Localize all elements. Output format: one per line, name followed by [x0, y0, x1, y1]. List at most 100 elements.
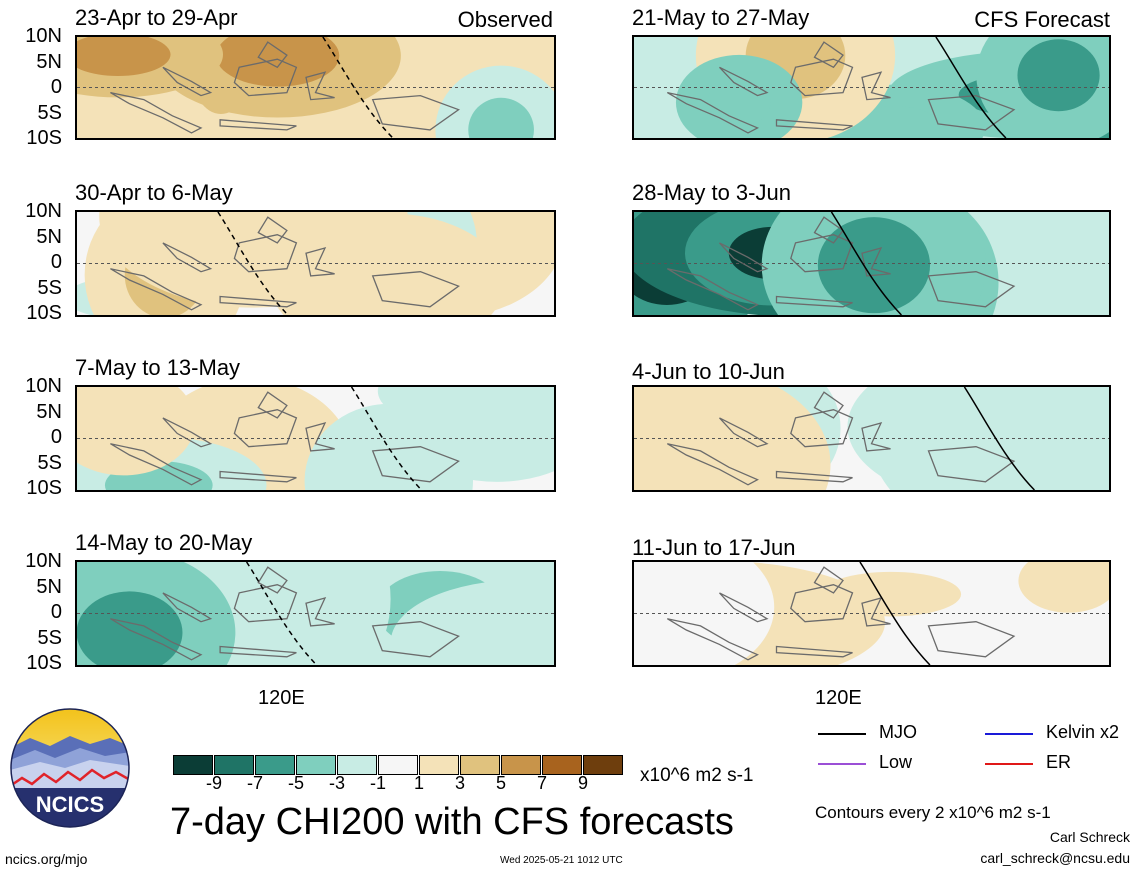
colorbar-tick: 5: [495, 773, 506, 793]
colorbar-tick: -1: [369, 773, 386, 793]
coastline: [861, 71, 891, 101]
map-panel-4: [75, 560, 556, 667]
coastline: [305, 247, 335, 277]
ytick-label: 0: [50, 426, 62, 448]
anomaly-core: [176, 212, 331, 262]
colorbar-swatch: [542, 755, 582, 775]
xtick-left: 120E: [258, 687, 305, 709]
forecast-label: CFS Forecast: [974, 7, 1110, 32]
coastline: [813, 391, 844, 419]
legend-low: Low: [879, 752, 913, 772]
coastline: [813, 566, 844, 594]
colorbar-tick: -9: [205, 773, 222, 793]
contour-note: Contours every 2 x10^6 m2 s-1: [815, 803, 1051, 822]
panel-title-4: 14-May to 20-May: [75, 530, 253, 555]
ytick-label: 5N: [36, 575, 62, 598]
ncics-logo: NCICS: [10, 708, 130, 828]
coastline: [233, 234, 298, 273]
legend-mjo-line: [818, 733, 866, 735]
colorbar-swatch: [255, 755, 295, 775]
coastline: [162, 592, 213, 623]
colorbar-tick: -3: [328, 773, 345, 793]
colorbar-swatch: [501, 755, 541, 775]
ytick-label: 5S: [37, 451, 62, 474]
coastline: [927, 271, 1016, 308]
panel-title-5: 21-May to 27-May: [632, 5, 810, 30]
map-panel-7: [632, 385, 1111, 492]
anomaly-core: [457, 610, 554, 665]
map-panel-8: [632, 560, 1111, 667]
legend-er-line: [985, 763, 1033, 765]
coastline: [305, 422, 335, 452]
coastline: [219, 645, 297, 658]
colorbar-tick: 7: [536, 773, 547, 793]
coastline: [219, 470, 297, 483]
anomaly-core: [87, 395, 160, 449]
colorbar-swatch: [337, 755, 377, 775]
anomaly-core: [77, 37, 171, 76]
ytick-label: 0: [50, 601, 62, 623]
map-field: [634, 212, 1109, 315]
coastline: [162, 66, 213, 97]
panel-title-7: 4-Jun to 10-Jun: [632, 359, 785, 384]
coastline: [371, 621, 460, 658]
ytick-label: 5N: [36, 400, 62, 423]
colorbar-unit: x10^6 m2 s-1: [640, 765, 754, 786]
mjo-contour: [935, 37, 1007, 138]
ytick-label: 0: [50, 251, 62, 273]
map-field: [634, 37, 1109, 138]
anomaly-core: [928, 387, 1090, 468]
panel-title-2: 30-Apr to 6-May: [75, 180, 233, 205]
anomaly-core: [849, 106, 941, 138]
coastline: [162, 242, 213, 273]
mjo-contour: [245, 562, 318, 665]
coastline: [666, 91, 760, 134]
colorbar-swatch: [419, 755, 459, 775]
coastline: [775, 470, 853, 483]
mjo-contour: [830, 212, 902, 315]
anomaly-core: [468, 97, 534, 138]
coastline: [775, 295, 853, 308]
coastline: [813, 41, 844, 69]
coastline: [110, 443, 203, 486]
colorbar-swatch: [583, 755, 623, 775]
panel-title-6: 28-May to 3-Jun: [632, 180, 791, 205]
coastline: [219, 295, 297, 308]
map-field: [77, 212, 554, 315]
coastline: [719, 417, 769, 448]
coastline: [257, 566, 288, 594]
coastline: [790, 234, 854, 273]
site-link[interactable]: ncics.org/mjo: [5, 851, 88, 867]
coastline: [305, 597, 335, 627]
colorbar-swatch: [214, 755, 254, 775]
panel-title-8: 11-Jun to 17-Jun: [632, 535, 796, 560]
legend-kelvin-line: [985, 733, 1033, 735]
coastline: [110, 91, 203, 134]
coastline: [371, 94, 460, 131]
ytick-label: 10N: [25, 25, 62, 47]
coastline: [719, 242, 769, 273]
mjo-contour: [322, 37, 394, 138]
legend-kelvin: Kelvin x2: [1046, 722, 1120, 742]
legend-er: ER: [1046, 752, 1072, 772]
colorbar-swatch: [296, 755, 336, 775]
map-field: [77, 37, 554, 138]
map-field: [634, 387, 1109, 490]
coastline: [861, 422, 891, 452]
ytick-label: 5S: [37, 276, 62, 299]
ytick-label: 10S: [26, 477, 62, 499]
coastline: [790, 584, 854, 623]
anomaly-core: [77, 591, 183, 665]
coastline: [927, 94, 1016, 131]
coastline: [790, 58, 854, 97]
coastline: [110, 268, 203, 311]
coastline: [813, 216, 844, 244]
ytick-label: 10N: [25, 550, 62, 572]
coastline: [257, 41, 288, 69]
map-panel-1: [75, 35, 556, 140]
coastline: [666, 618, 759, 661]
coastline: [257, 216, 288, 244]
ytick-label: 10S: [26, 652, 62, 674]
anomaly-core: [634, 415, 763, 490]
colorbar-tick: 9: [577, 773, 588, 793]
